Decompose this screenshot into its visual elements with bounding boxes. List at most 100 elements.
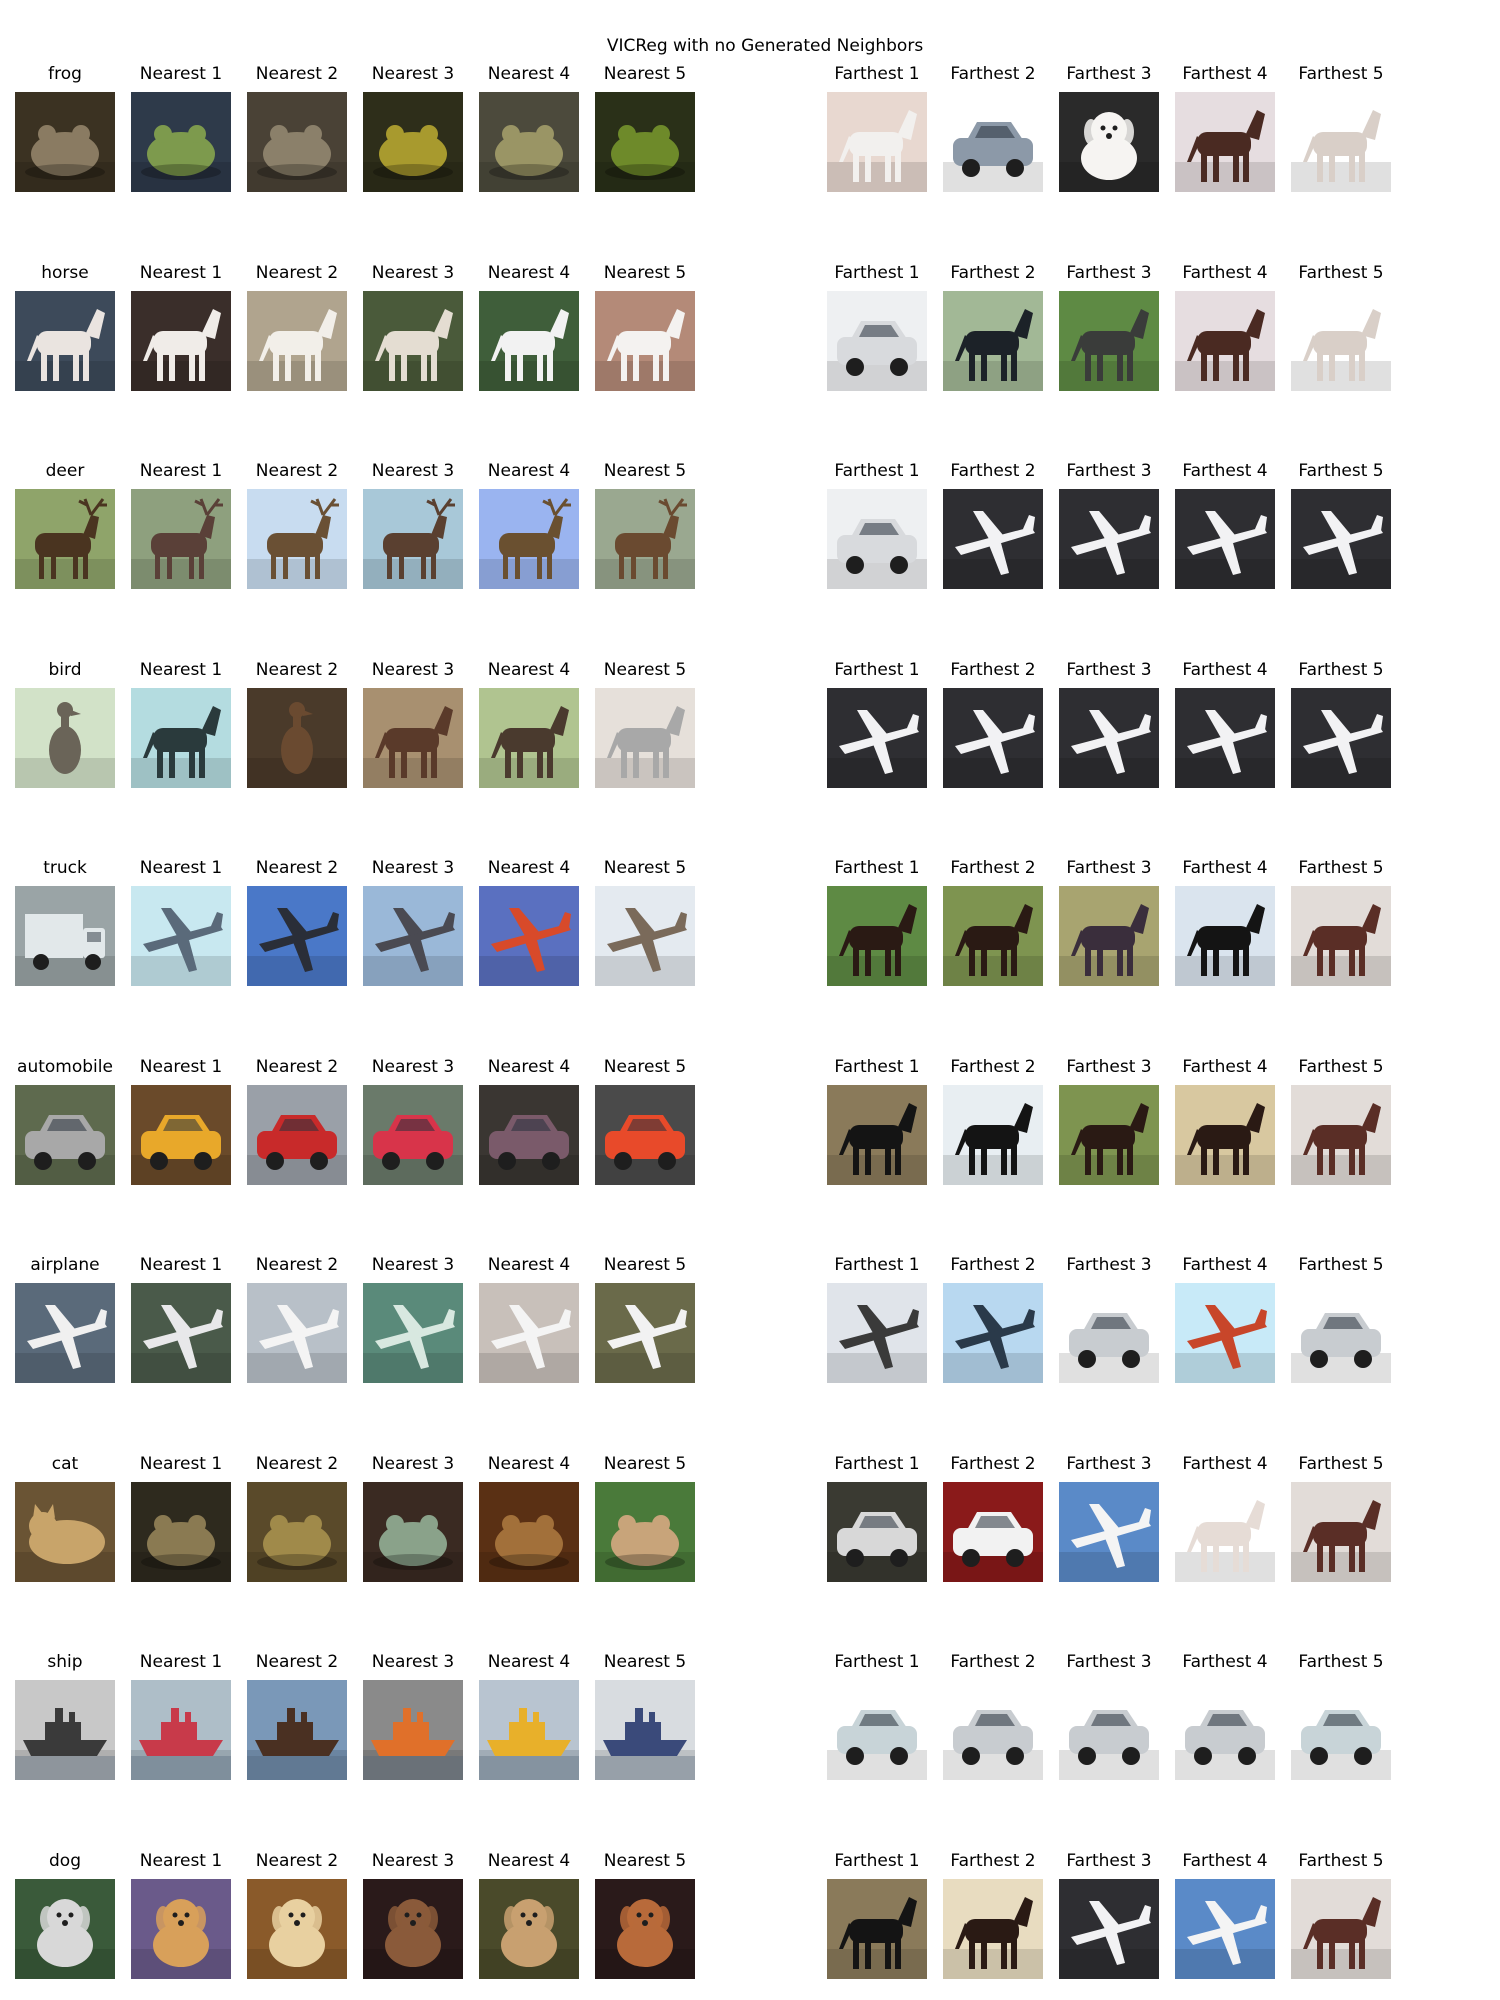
thumbnail-image [363, 1085, 463, 1185]
frog-picture [131, 92, 231, 192]
thumbnail-image [1059, 1085, 1159, 1185]
thumbnail-image [1175, 886, 1275, 986]
thumbnail-image [247, 1085, 347, 1185]
thumbnail-label: Farthest 2 [950, 64, 1036, 84]
thumbnail-label: Farthest 3 [1066, 263, 1152, 283]
thumbnail-label: Nearest 5 [603, 1851, 687, 1871]
thumbnail-image [131, 291, 231, 391]
car-picture [827, 1482, 927, 1582]
thumbnail-image [943, 1482, 1043, 1582]
airplane-picture [1175, 489, 1275, 589]
horse-picture [1291, 291, 1391, 391]
thumbnail-label: Farthest 1 [834, 1255, 920, 1275]
thumbnail-image [131, 1283, 231, 1383]
thumbnail-image [15, 291, 115, 391]
car-picture [131, 1085, 231, 1185]
thumbnail-image [1291, 1680, 1391, 1780]
frog-picture [595, 1482, 695, 1582]
thumbnail-label: Farthest 4 [1182, 1652, 1268, 1672]
thumbnail-label: truck [43, 858, 87, 878]
thumbnail-image [15, 1482, 115, 1582]
thumbnail-label: Farthest 4 [1182, 1057, 1268, 1077]
thumbnail-image [363, 1283, 463, 1383]
thumbnail-label: Nearest 1 [139, 64, 223, 84]
thumbnail-label: Nearest 2 [255, 1255, 339, 1275]
car-picture [827, 1680, 927, 1780]
ship-picture [247, 1680, 347, 1780]
frog-picture [479, 1482, 579, 1582]
thumbnail-label: Nearest 4 [487, 660, 571, 680]
horse-picture [247, 291, 347, 391]
thumbnail-image [131, 1879, 231, 1979]
thumbnail-image [1059, 1283, 1159, 1383]
truck-picture [15, 886, 115, 986]
thumbnail-label: Nearest 5 [603, 263, 687, 283]
thumbnail-label: Nearest 2 [255, 1851, 339, 1871]
thumbnail-label: Farthest 5 [1298, 461, 1384, 481]
thumbnail-image [595, 1085, 695, 1185]
thumbnail-image [479, 489, 579, 589]
thumbnail-image [595, 291, 695, 391]
car-picture [479, 1085, 579, 1185]
ship-picture [15, 1680, 115, 1780]
thumbnail-label: Nearest 1 [139, 1652, 223, 1672]
car-picture [595, 1085, 695, 1185]
car-picture [1059, 1283, 1159, 1383]
thumbnail-label: horse [41, 263, 89, 283]
thumbnail-label: Nearest 4 [487, 1652, 571, 1672]
thumbnail-image [15, 92, 115, 192]
thumbnail-image [827, 1283, 927, 1383]
thumbnail-label: Farthest 1 [834, 263, 920, 283]
thumbnail-label: cat [51, 1454, 79, 1474]
thumbnail-label: Nearest 2 [255, 1057, 339, 1077]
thumbnail-image [1059, 1482, 1159, 1582]
thumbnail-label: Farthest 1 [834, 1454, 920, 1474]
airplane-picture [479, 886, 579, 986]
airplane-picture [943, 688, 1043, 788]
thumbnail-label: Nearest 3 [371, 461, 455, 481]
thumbnail-label: Farthest 1 [834, 858, 920, 878]
thumbnail-label: Nearest 4 [487, 1255, 571, 1275]
deer-picture [247, 489, 347, 589]
car-picture [827, 489, 927, 589]
thumbnail-label: Farthest 3 [1066, 1454, 1152, 1474]
car-picture [827, 291, 927, 391]
thumbnail-label: Nearest 3 [371, 660, 455, 680]
thumbnail-label: Farthest 1 [834, 64, 920, 84]
airplane-picture [131, 1283, 231, 1383]
thumbnail-image [1059, 688, 1159, 788]
frog-picture [131, 1482, 231, 1582]
thumbnail-image [1059, 92, 1159, 192]
thumbnail-label: Nearest 4 [487, 461, 571, 481]
ship-picture [131, 1680, 231, 1780]
thumbnail-label: Nearest 4 [487, 1851, 571, 1871]
thumbnail-image [1175, 291, 1275, 391]
airplane-picture [479, 1283, 579, 1383]
frog-picture [247, 92, 347, 192]
thumbnail-label: Farthest 1 [834, 1057, 920, 1077]
thumbnail-image [827, 886, 927, 986]
horse-picture [15, 291, 115, 391]
thumbnail-label: Nearest 1 [139, 1255, 223, 1275]
thumbnail-image [247, 1283, 347, 1383]
thumbnail-label: Nearest 1 [139, 1057, 223, 1077]
thumbnail-label: deer [45, 461, 85, 481]
car-picture [1175, 1680, 1275, 1780]
thumbnail-label: Nearest 3 [371, 64, 455, 84]
deer-picture [479, 489, 579, 589]
car-picture [943, 1482, 1043, 1582]
thumbnail-image [1291, 1085, 1391, 1185]
horse-picture [827, 92, 927, 192]
thumbnail-image [943, 886, 1043, 986]
horse-picture [1175, 1482, 1275, 1582]
thumbnail-image [363, 291, 463, 391]
thumbnail-label: Farthest 3 [1066, 1057, 1152, 1077]
horse-picture [827, 1879, 927, 1979]
thumbnail-image [1291, 489, 1391, 589]
thumbnail-label: Farthest 3 [1066, 1851, 1152, 1871]
thumbnail-image [1175, 1085, 1275, 1185]
thumbnail-image [1291, 688, 1391, 788]
frog-picture [363, 92, 463, 192]
thumbnail-image [827, 291, 927, 391]
thumbnail-label: Farthest 2 [950, 1255, 1036, 1275]
